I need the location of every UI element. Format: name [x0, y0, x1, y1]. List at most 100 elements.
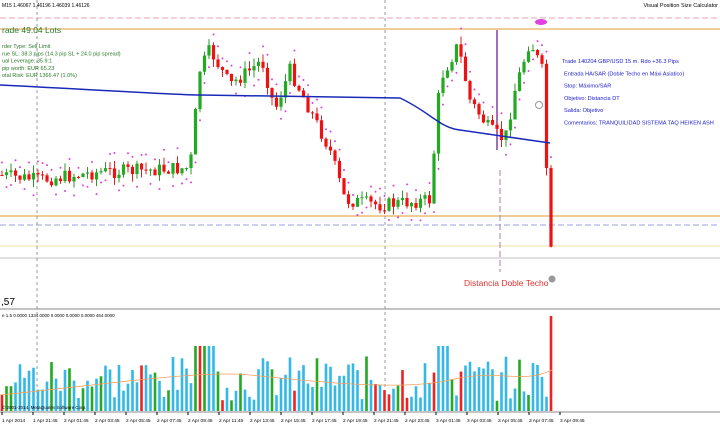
- volume-bar: [198, 346, 202, 411]
- volume-bar: [396, 385, 400, 411]
- candle: [292, 63, 297, 86]
- volume-bar: [531, 362, 535, 411]
- candle: [333, 150, 337, 161]
- candle: [378, 204, 382, 211]
- time-label: 2 Apr 03:45: [95, 418, 120, 424]
- volume-bar: [536, 364, 539, 411]
- sar-dot: [325, 128, 327, 131]
- sar-dot: [1, 161, 3, 164]
- sar-dot: [118, 189, 120, 192]
- volume-bar: [545, 396, 548, 411]
- sar-dot: [370, 185, 372, 188]
- sar-dot: [446, 85, 449, 88]
- volume-bar: [527, 394, 530, 411]
- volume-bar: [216, 371, 220, 411]
- sar-dot: [307, 84, 309, 87]
- sar-dot: [95, 193, 98, 196]
- volume-bar: [99, 376, 103, 411]
- sar-dot: [419, 219, 422, 222]
- volume-bar: [131, 369, 134, 411]
- volume-bar: [455, 395, 458, 411]
- candle: [463, 56, 468, 81]
- time-label: 2 Apr 15:45: [281, 418, 306, 424]
- volume-bar: [153, 372, 157, 411]
- sar-dot: [73, 194, 75, 197]
- sar-dot: [32, 194, 35, 197]
- sar-dot: [172, 184, 174, 187]
- sar-dot: [154, 158, 156, 161]
- volume-bar: [378, 384, 382, 411]
- sar-dot: [356, 214, 359, 217]
- volume-bar: [113, 397, 116, 411]
- volume-bar: [90, 386, 94, 411]
- volume-bar: [149, 374, 152, 411]
- sar-dot: [86, 185, 89, 188]
- sar-dot: [253, 84, 255, 87]
- volume-bar: [221, 400, 224, 411]
- volume-bar: [423, 363, 427, 411]
- candle: [207, 45, 211, 56]
- volume-bar: [252, 399, 256, 411]
- candle: [324, 138, 328, 147]
- candle: [148, 169, 153, 171]
- sar-dot: [176, 147, 179, 150]
- price-label: ,57: [1, 297, 15, 308]
- sar-dot: [320, 106, 323, 109]
- volume-bar: [122, 390, 125, 411]
- candle: [409, 203, 414, 207]
- candle: [144, 169, 148, 171]
- sar-dot: [194, 161, 197, 164]
- sar-dot: [491, 106, 494, 109]
- sar-dot: [460, 27, 462, 30]
- volume-bar: [135, 382, 139, 411]
- volume-bar: [428, 382, 431, 411]
- candle: [283, 81, 288, 98]
- volume-bar: [239, 373, 242, 411]
- volume-bar: [5, 386, 8, 411]
- candle: [243, 68, 247, 83]
- candle: [306, 97, 310, 113]
- sar-dot: [104, 179, 107, 182]
- time-label: 2 Apr 23:45: [405, 418, 430, 424]
- volume-bar: [464, 365, 467, 411]
- volume-bar: [54, 378, 58, 411]
- candle: [261, 61, 265, 68]
- sar-dot: [406, 183, 408, 186]
- volume-bar: [297, 370, 301, 411]
- sar-dot: [437, 167, 440, 170]
- time-label: 2 Apr 11:45: [219, 418, 244, 424]
- note-line: Trade 140204 GBP/USD 15 m. Rdo +36.3 Pip…: [562, 59, 679, 65]
- volume-bar: [320, 386, 323, 411]
- candle: [544, 63, 549, 168]
- sar-dot: [77, 166, 80, 169]
- sar-dot: [473, 88, 476, 91]
- sar-dot: [68, 158, 71, 161]
- candle: [94, 172, 99, 180]
- volume-bar: [203, 346, 206, 411]
- sar-dot: [451, 79, 453, 82]
- candle: [27, 174, 31, 180]
- candle: [90, 172, 94, 180]
- sar-dot: [293, 49, 296, 52]
- note-line: Stop: Máximo/SAR: [564, 84, 611, 90]
- time-axis: 1 Apr 2014 1 Apr 21:45 2 Apr 01:45 2 Apr 03…: [1, 412, 585, 424]
- sar-dot: [397, 216, 399, 219]
- volume-bar: [117, 365, 121, 411]
- volume-bar: [225, 387, 229, 411]
- sar-dot: [181, 182, 183, 185]
- volume-bar: [311, 386, 314, 411]
- candle: [274, 97, 279, 107]
- volume-bar: [176, 389, 179, 411]
- volume-bar: [212, 346, 215, 411]
- note-line: Comentarios: TRANQUILIDAD SISTEMA TAQ HE…: [564, 121, 714, 127]
- volume-bar: [275, 395, 278, 411]
- volume-bar: [342, 375, 346, 411]
- volume-bar: [477, 367, 481, 411]
- sar-dot: [347, 181, 350, 184]
- sar-dot: [163, 148, 165, 151]
- candle: [477, 104, 481, 115]
- volume-bar: [59, 390, 62, 411]
- sar-dot: [311, 101, 314, 104]
- marker-dot: [535, 101, 543, 109]
- candle: [85, 172, 90, 174]
